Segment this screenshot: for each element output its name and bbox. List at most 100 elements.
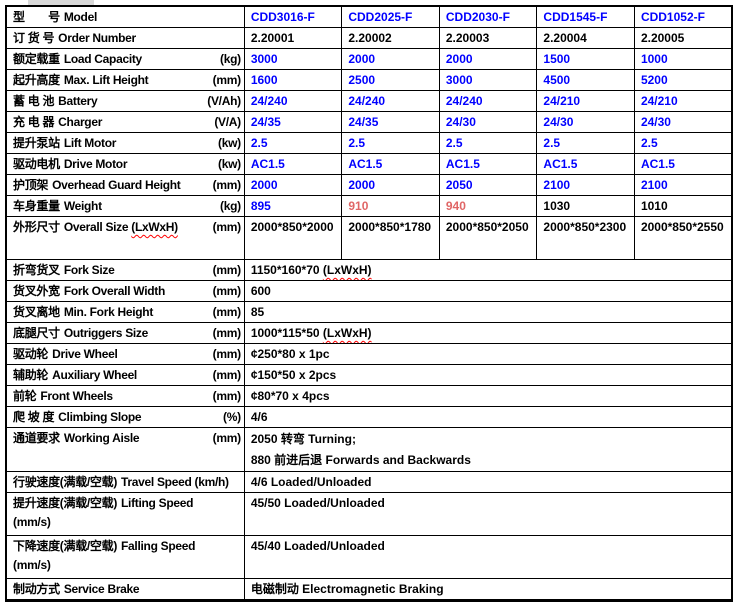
label-cn: 车身重量 [13, 199, 60, 213]
value-cell-overhead-guard-height-col4: 2100 [536, 174, 635, 196]
spec-table-body: 型 号 Model CDD3016-F CDD2025-F CDD2030-F CDD15… [5, 5, 733, 601]
label-cn: 通道要求 [13, 431, 60, 445]
label-text: 驱动电机 Drive Motor [13, 155, 127, 174]
row-label-fork-size: 折弯货叉 Fork Size (mm) [5, 259, 245, 281]
value-line: 2050 转弯 Turning; [250, 432, 356, 446]
row-label-load-capacity: 额定载重 Load Capacity (kg) [5, 48, 245, 70]
value-cell-max-lift-height-col2: 2500 [341, 69, 440, 91]
spec-row-travel-speed: 行驶速度(满载/空载) Travel Speed (km/h) 4/6 Loaded… [5, 471, 733, 493]
spec-row-load-capacity: 额定载重 Load Capacity (kg) 3000 2000 2000 1500 100… [5, 48, 733, 70]
row-label-drive-motor: 驱动电机 Drive Motor (kw) [5, 153, 245, 175]
value-cell-drive-motor-col1: AC1.5 [243, 153, 343, 175]
row-unit: (V/Ah) [207, 94, 241, 108]
row-label-order-number: 订 货 号 Order Number [5, 27, 245, 49]
value-cell-travel-speed: 4/6 Loaded/Unloaded [243, 471, 733, 493]
label-text: 底腿尺寸 Outriggers Size [13, 324, 148, 343]
spec-row-front-wheels: 前轮 Front Wheels (mm) ¢80*70 x 4pcs [5, 385, 733, 407]
label-cn: 型 号 [13, 10, 60, 24]
spec-row-auxiliary-wheel: 辅助轮 Auxiliary Wheel (mm) ¢150*50 x 2pcs [5, 364, 733, 386]
value-cell-battery-col4: 24/210 [536, 90, 635, 112]
value-cell-order-number-col2: 2.20002 [341, 27, 440, 49]
label-en: Working Aisle [63, 431, 140, 445]
row-label-min-fork-height: 货叉离地 Min. Fork Height (mm) [5, 301, 245, 323]
row-unit-second-line: (mm/s) [13, 515, 51, 529]
label-text: 货叉外宽 Fork Overall Width [13, 282, 165, 301]
label-en: Drive Wheel [52, 347, 118, 361]
label-cn: 提升速度(满载/空载) [13, 496, 118, 510]
label-cn: 驱动轮 [13, 347, 49, 361]
label-text: 通道要求 Working Aisle [13, 429, 140, 448]
spec-row-fork-overall-width: 货叉外宽 Fork Overall Width (mm) 600 [5, 280, 733, 302]
value-cell-battery-col2: 24/240 [341, 90, 440, 112]
label-text: 辅助轮 Auxiliary Wheel [13, 366, 137, 385]
label-cn: 驱动电机 [13, 157, 60, 171]
spec-row-climbing-slope: 爬 坡 度 Climbing Slope (%) 4/6 [5, 406, 733, 428]
spec-row-fork-size: 折弯货叉 Fork Size (mm) 1150*160*70 (LxWxH) [5, 259, 733, 281]
value-cell-max-lift-height-col3: 3000 [438, 69, 538, 91]
label-en: Lifting Speed [121, 496, 194, 510]
row-label-falling-speed: 下降速度(满载/空载) Falling Speed (mm/s) [5, 535, 245, 579]
value-cell-lifting-speed: 45/50 Loaded/Unloaded [243, 492, 733, 536]
spec-row-working-aisle: 通道要求 Working Aisle (mm) 2050 转弯 Turning; 880… [5, 427, 733, 472]
value-cell-load-capacity-col3: 2000 [438, 48, 538, 70]
row-label-battery: 蓄 电 池 Battery (V/Ah) [5, 90, 245, 112]
value-cell-overall-size-col3: 2000*850*2050 [438, 216, 538, 260]
row-label-drive-wheel: 驱动轮 Drive Wheel (mm) [5, 343, 245, 365]
value-cell-overhead-guard-height-col2: 2000 [341, 174, 440, 196]
value-cell-order-number-col1: 2.20001 [243, 27, 343, 49]
row-label-model: 型 号 Model [5, 5, 245, 28]
spec-row-outriggers-size: 底腿尺寸 Outriggers Size (mm) 1000*115*50 (LxWx… [5, 322, 733, 344]
row-unit: (mm) [212, 263, 241, 277]
page-edge-artifact [28, 0, 94, 5]
value-text: ¢250*80 x 1pc [250, 347, 330, 361]
value-text: 85 [250, 305, 265, 319]
value-text: 电磁制动 Electromagnetic Braking [250, 582, 444, 596]
value-cell-overall-size-col4: 2000*850*2300 [536, 216, 635, 260]
row-label-max-lift-height: 起升高度 Max. Lift Height (mm) [5, 69, 245, 91]
label-text: 外形尺寸 Overall Size (LxWxH) [13, 218, 178, 237]
value-cell-model-col3: CDD2030-F [438, 5, 538, 28]
row-label-service-brake: 制动方式 Service Brake [5, 578, 245, 601]
value-cell-min-fork-height: 85 [243, 301, 733, 323]
value-cell-charger-col3: 24/30 [438, 111, 538, 133]
label-text: 行驶速度(满载/空载) Travel Speed (km/h) [13, 473, 229, 492]
label-en: Climbing Slope [58, 410, 142, 424]
label-en: Overhead Guard Height [52, 178, 181, 192]
row-label-overhead-guard-height: 护顶架 Overhead Guard Height (mm) [5, 174, 245, 196]
row-label-outriggers-size: 底腿尺寸 Outriggers Size (mm) [5, 322, 245, 344]
label-text: 额定载重 Load Capacity [13, 50, 142, 69]
row-unit: (kg) [220, 199, 241, 213]
value-text: ¢150*50 x 2pcs [250, 368, 337, 382]
label-cn: 货叉离地 [13, 305, 60, 319]
label-text: 货叉离地 Min. Fork Height [13, 303, 153, 322]
value-cell-weight-col5: 1010 [633, 195, 733, 217]
spec-row-model: 型 号 Model CDD3016-F CDD2025-F CDD2030-F CDD15… [5, 5, 733, 28]
value-cell-max-lift-height-col5: 5200 [633, 69, 733, 91]
spec-row-falling-speed: 下降速度(满载/空载) Falling Speed (mm/s) 45/40 Load… [5, 535, 733, 579]
value-text: 4/6 [250, 410, 268, 424]
label-cn: 外形尺寸 [13, 220, 60, 234]
label-en: Charger [58, 115, 103, 129]
row-label-charger: 充 电 器 Charger (V/A) [5, 111, 245, 133]
value-wavy-suffix: (LxWxH) [322, 326, 372, 340]
spec-row-lift-motor: 提升泵站 Lift Motor (kw) 2.5 2.5 2.5 2.5 2.5 [5, 132, 733, 154]
row-unit: (mm) [212, 347, 241, 361]
value-text: ¢80*70 x 4pcs [250, 389, 330, 403]
label-text: 制动方式 Service Brake [13, 580, 140, 599]
value-cell-lift-motor-col3: 2.5 [438, 132, 538, 154]
label-cn: 起升高度 [13, 73, 60, 87]
value-cell-lift-motor-col2: 2.5 [341, 132, 440, 154]
value-cell-overall-size-col2: 2000*850*1780 [341, 216, 440, 260]
label-cn: 前轮 [13, 389, 37, 403]
value-cell-load-capacity-col5: 1000 [633, 48, 733, 70]
row-label-auxiliary-wheel: 辅助轮 Auxiliary Wheel (mm) [5, 364, 245, 386]
label-en: Overall Size [63, 220, 129, 234]
label-en: Outriggers Size [63, 326, 149, 340]
label-cn: 货叉外宽 [13, 284, 60, 298]
label-en: Drive Motor [63, 157, 128, 171]
label-cn: 行驶速度(满载/空载) [13, 475, 118, 489]
label-wavy-suffix: (LxWxH) [131, 220, 178, 234]
spec-row-battery: 蓄 电 池 Battery (V/Ah) 24/240 24/240 24/240 24/2… [5, 90, 733, 112]
label-cn: 护顶架 [13, 178, 49, 192]
label-text: 型 号 Model [13, 8, 97, 27]
